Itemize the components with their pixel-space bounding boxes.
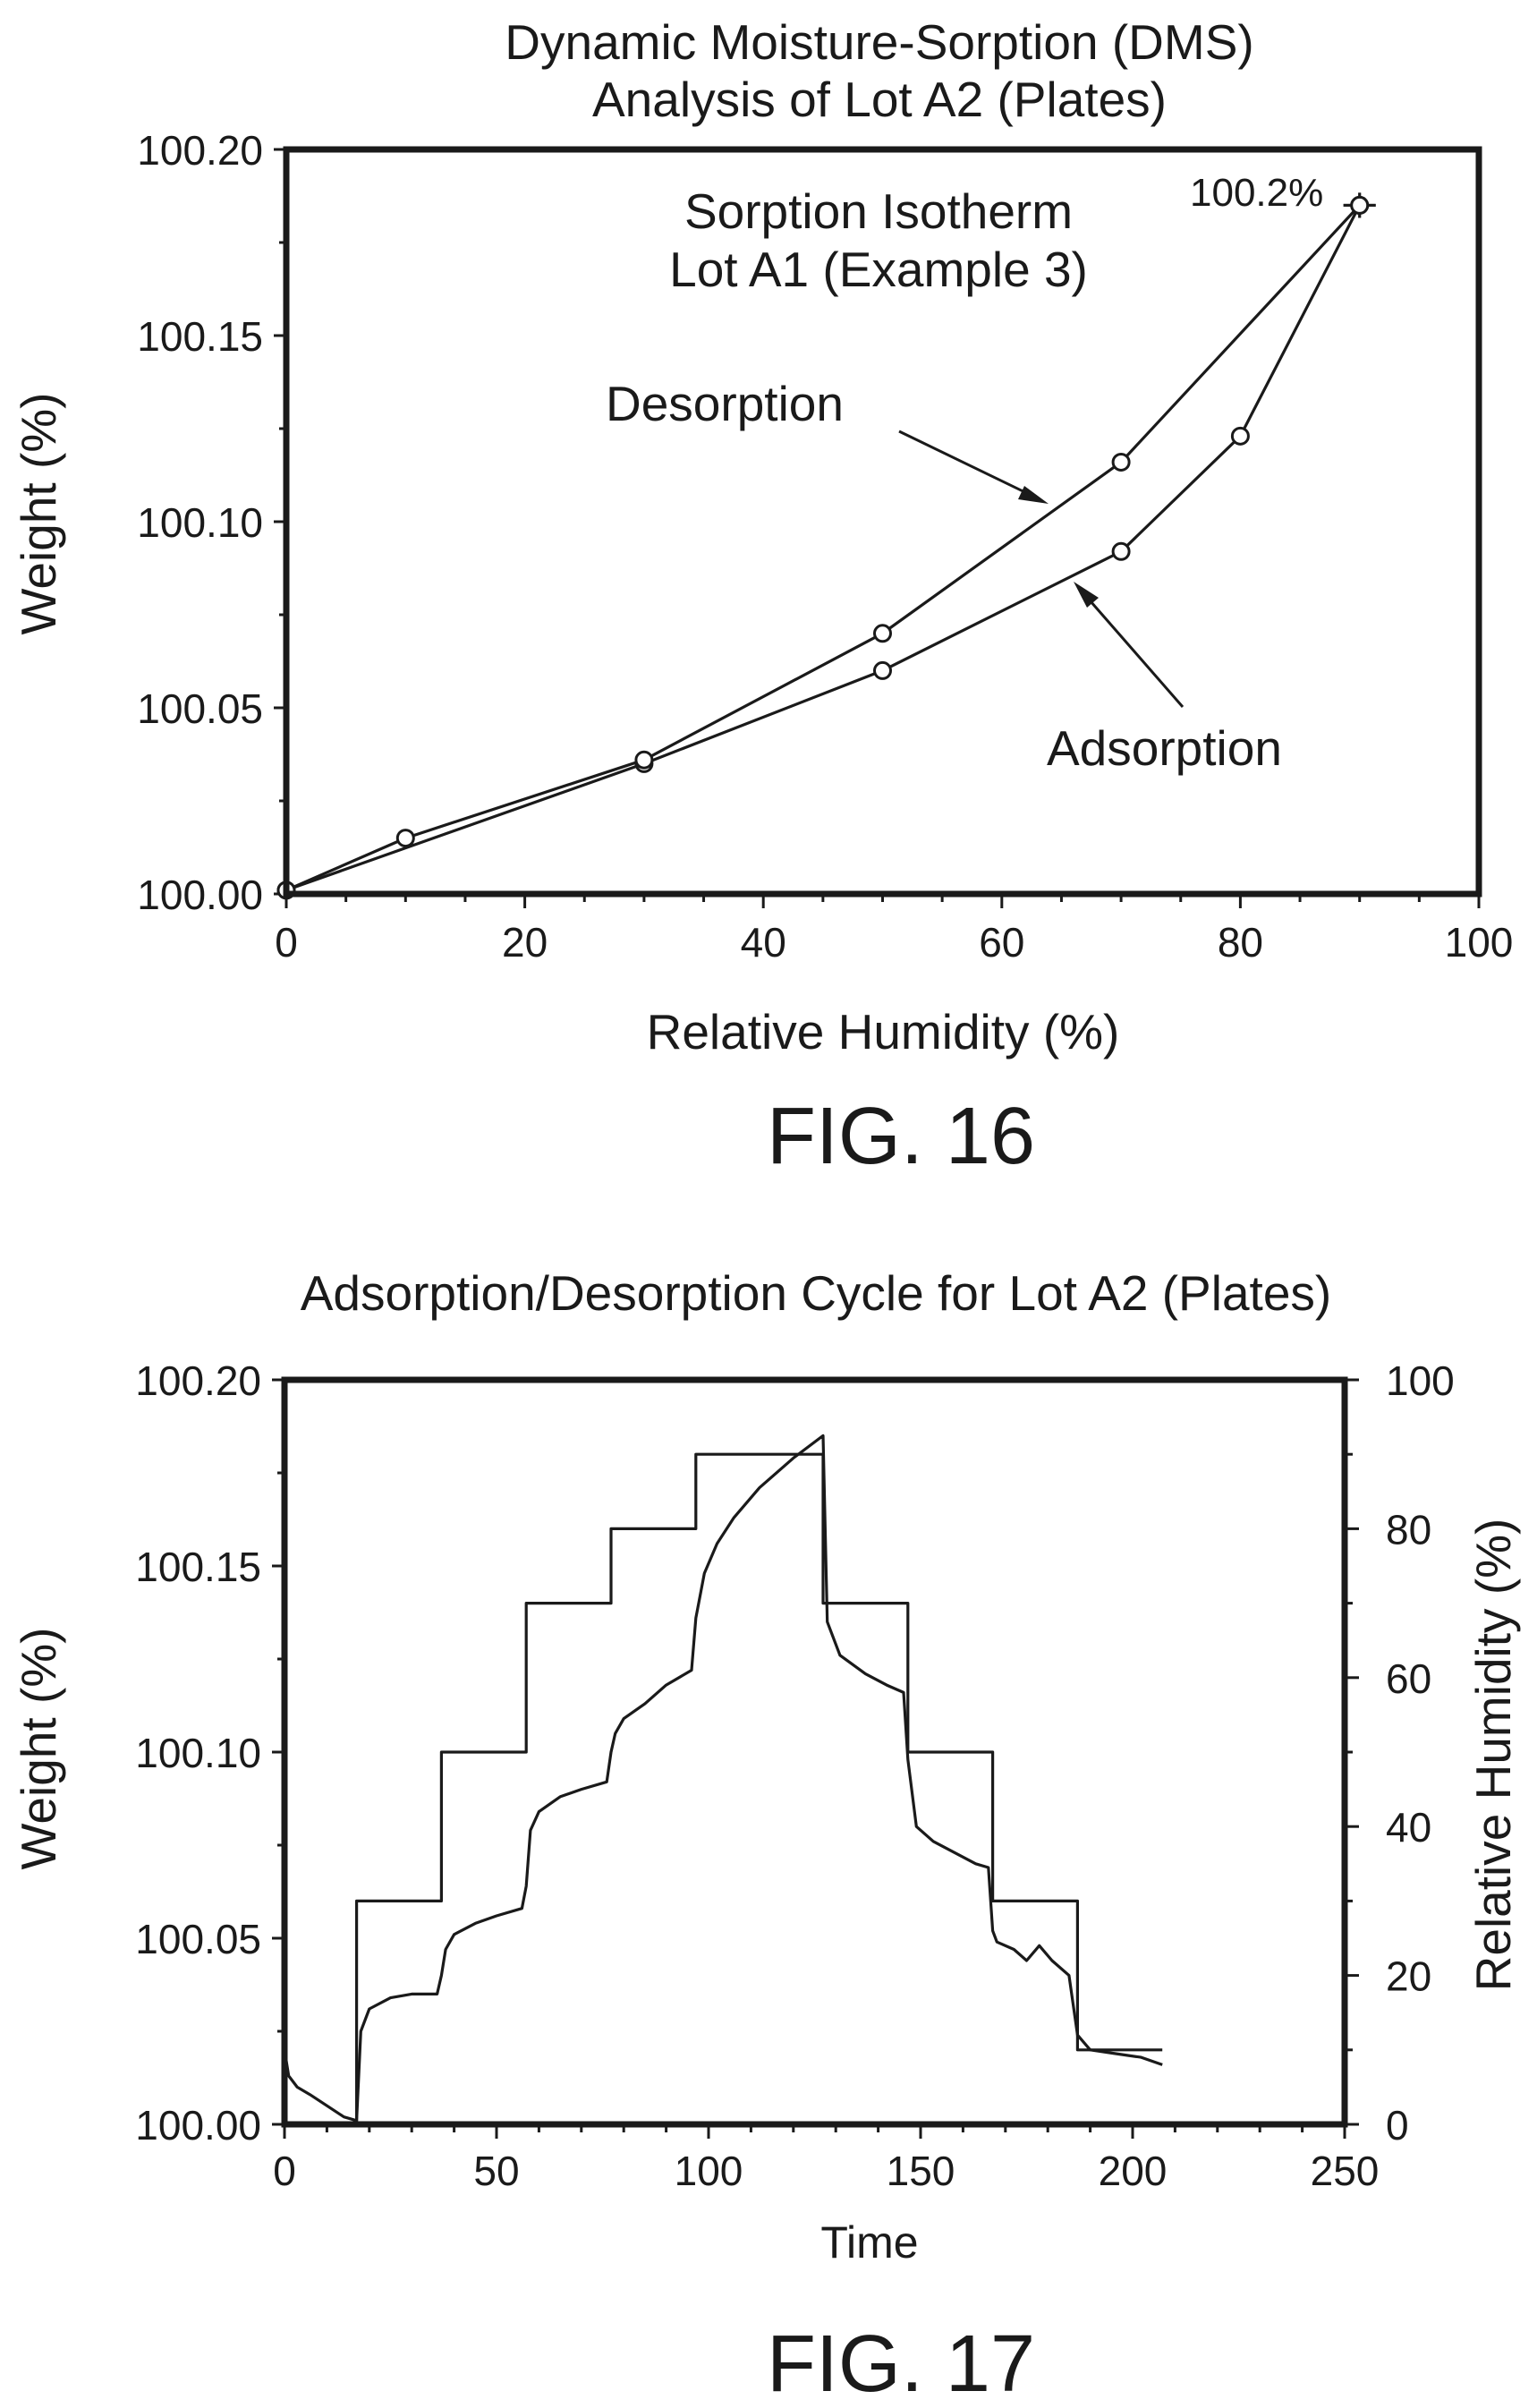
- fig16-x-tick-label: 0: [275, 919, 298, 966]
- fig17-y2-tick-label: 40: [1386, 1804, 1431, 1851]
- fig16-data-markers: [276, 192, 1376, 900]
- fig17-x-axis: 0 50 100 150 200 250: [273, 2124, 1379, 2194]
- fig17-y2-tick-label: 60: [1386, 1655, 1431, 1702]
- fig16-desorption-label: Desorption: [606, 376, 844, 431]
- fig16-adsorption-point: [1111, 541, 1131, 561]
- fig16-desorption-point: [395, 829, 415, 848]
- fig17-y-tick-label: 100.10: [135, 1730, 261, 1776]
- fig17-right-y-axis: 0 20 40 60 80 100: [1345, 1357, 1455, 2148]
- fig17-x-tick-label: 0: [273, 2148, 296, 2194]
- fig17-y-tick-label: 100.05: [135, 1916, 261, 1962]
- fig16-x-tick-label: 100: [1445, 919, 1514, 966]
- fig16-adsorption-point: [1230, 426, 1250, 446]
- fig16-desorption-point: [634, 750, 654, 770]
- fig16-chart: Dynamic Moisture-Sorption (DMS) Analysis…: [11, 14, 1513, 1181]
- fig16-title-line2: Analysis of Lot A2 (Plates): [592, 72, 1167, 127]
- fig16-x-tick-label: 20: [502, 919, 548, 966]
- fig17-left-y-axis: 100.00 100.05 100.10 100.15 100.20: [135, 1357, 284, 2148]
- fig16-desorption-line: [285, 204, 1361, 892]
- fig16-y-tick-label: 100.05: [137, 685, 263, 732]
- fig17-x-tick-label: 150: [887, 2148, 955, 2194]
- fig16-y-tick-label: 100.00: [137, 872, 263, 918]
- fig16-desorption-point: [1111, 452, 1131, 472]
- fig17-y2-tick-label: 20: [1386, 1953, 1431, 2000]
- fig17-x-tick-label: 200: [1099, 2148, 1168, 2194]
- fig17-y-tick-label: 100.20: [135, 1357, 261, 1404]
- fig16-x-tick-label: 40: [741, 919, 786, 966]
- fig16-y-axis: 100.00 100.05 100.10 100.15 100.20: [137, 127, 286, 918]
- fig16-y-tick-label: 100.15: [137, 313, 263, 360]
- fig17-y-tick-label: 100.00: [135, 2102, 261, 2148]
- fig16-desorption-arrowhead: [1018, 486, 1049, 504]
- fig17-x-tick-label: 100: [675, 2148, 743, 2194]
- fig16-adsorption-label: Adsorption: [1047, 720, 1282, 776]
- fig16-desorption-point: [1350, 195, 1370, 215]
- fig17-y2-tick-label: 0: [1386, 2102, 1409, 2148]
- fig16-figure-label: FIG. 16: [767, 1092, 1035, 1181]
- fig16-title-line1: Dynamic Moisture-Sorption (DMS): [505, 14, 1253, 70]
- fig16-adsorption-line: [285, 204, 1362, 892]
- fig17-title: Adsorption/Desorption Cycle for Lot A2 (…: [301, 1265, 1332, 1321]
- fig17-y-tick-label: 100.15: [135, 1544, 261, 1590]
- fig16-adsorption-point: [873, 660, 892, 680]
- fig17-x-axis-label: Time: [820, 2217, 918, 2268]
- fig16-x-axis-label: Relative Humidity (%): [647, 1004, 1120, 1059]
- fig16-inner-title-line1: Sorption Isotherm: [684, 183, 1073, 239]
- fig16-x-axis: 0 20 40 60 80 100: [275, 894, 1513, 966]
- fig16-inner-title-line2: Lot A1 (Example 3): [669, 242, 1088, 297]
- fig17-figure-label: FIG. 17: [767, 2319, 1035, 2408]
- fig16-adsorption-arrowhead: [1074, 582, 1099, 608]
- fig17-y2-axis-label: Relative Humidity (%): [1465, 1519, 1521, 1992]
- fig16-peak-annotation: 100.2%: [1190, 171, 1323, 215]
- fig17-y2-tick-label: 100: [1386, 1357, 1455, 1404]
- fig17-plot-frame: [281, 1376, 1348, 2128]
- fig17-y2-tick-label: 80: [1386, 1506, 1431, 1553]
- fig17-weight-line: [283, 1434, 1163, 2123]
- fig16-desorption-point: [873, 624, 892, 643]
- fig16-desorption-arrow: [898, 430, 1039, 500]
- fig16-x-tick-label: 60: [979, 919, 1024, 966]
- fig16-adsorption-arrow: [1083, 593, 1185, 708]
- fig17-y-axis-label: Weight (%): [11, 1628, 66, 1870]
- fig17-relative-humidity-line: [284, 1452, 1163, 2126]
- fig17-x-tick-label: 250: [1311, 2148, 1380, 2194]
- fig16-y-tick-label: 100.10: [137, 499, 263, 546]
- fig17-x-tick-label: 50: [473, 2148, 519, 2194]
- fig16-x-tick-label: 80: [1218, 919, 1263, 966]
- fig16-y-axis-label: Weight (%): [11, 393, 66, 635]
- fig16-plot-frame: [283, 146, 1482, 898]
- fig16-y-tick-label: 100.20: [137, 127, 263, 174]
- fig17-chart: Adsorption/Desorption Cycle for Lot A2 (…: [11, 1265, 1521, 2408]
